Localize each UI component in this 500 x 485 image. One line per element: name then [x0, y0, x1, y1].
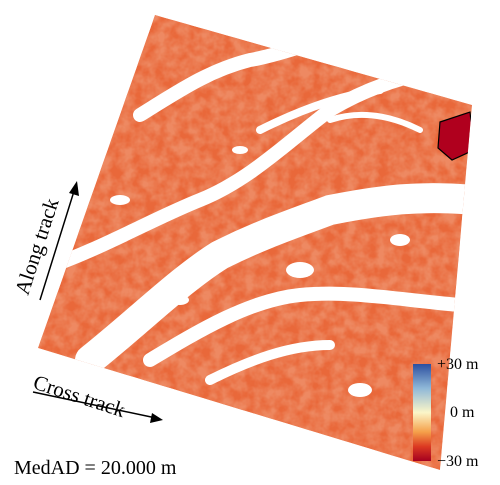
cross-track-arrow — [32, 391, 157, 419]
elevation-difference-map — [38, 15, 472, 470]
colorbar-min-label: −30 m — [437, 453, 479, 470]
colorbar-max-label: +30 m — [437, 356, 479, 373]
along-track-arrowhead — [69, 181, 79, 196]
cross-track-label: Cross track — [30, 370, 128, 422]
colorbar-mid-label: 0 m — [450, 404, 475, 421]
along-track-label: Along track — [10, 195, 64, 298]
colorbar — [413, 364, 431, 461]
cross-track-arrowhead — [150, 413, 163, 423]
medad-label: MedAD = 20.000 m — [14, 457, 177, 479]
along-track-arrow — [39, 187, 76, 301]
